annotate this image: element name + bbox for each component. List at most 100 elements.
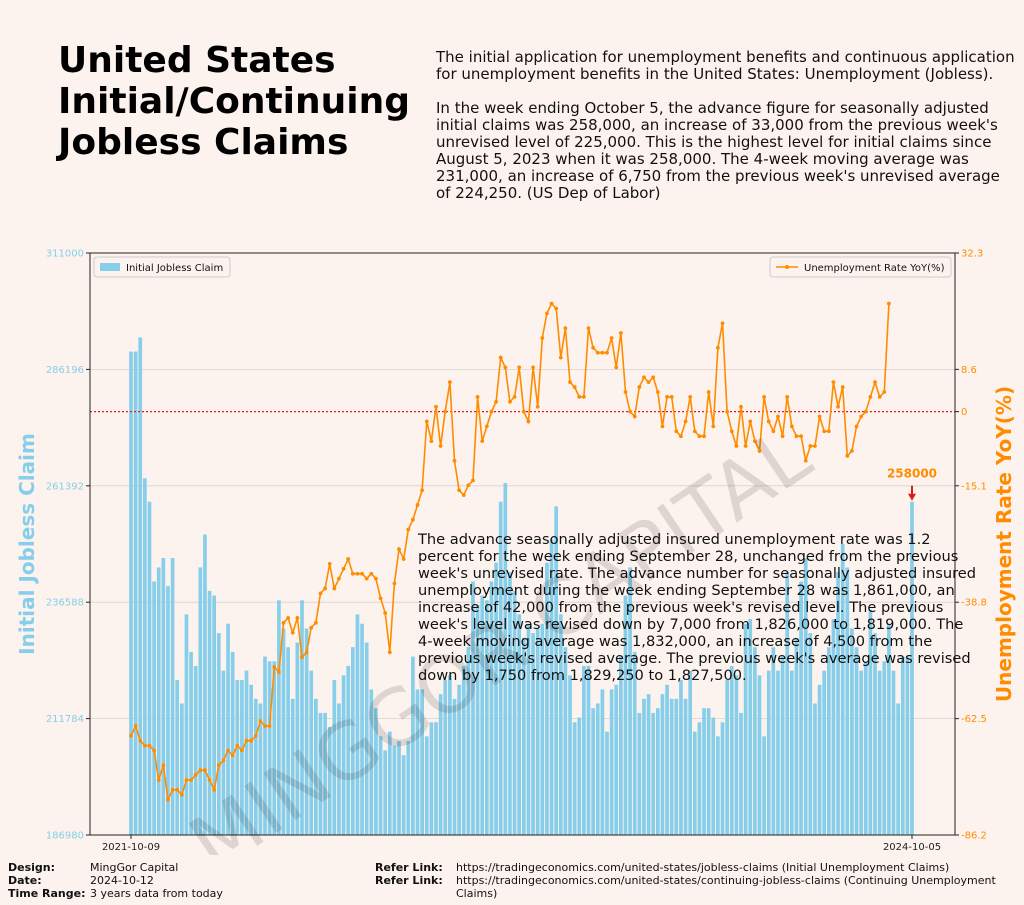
line-point bbox=[503, 365, 508, 370]
bar bbox=[374, 708, 378, 835]
line-point bbox=[438, 444, 443, 448]
bar bbox=[776, 670, 780, 835]
bar bbox=[526, 623, 531, 835]
bar bbox=[873, 633, 877, 835]
bars-layer bbox=[129, 337, 914, 835]
line-point bbox=[193, 773, 198, 777]
left-tick-label: 211784 bbox=[46, 714, 84, 725]
description-detail: In the week ending October 5, the advanc… bbox=[436, 99, 1000, 202]
refer-link-2[interactable]: https://tradingeconomics.com/united-stat… bbox=[456, 874, 996, 900]
line-point bbox=[743, 444, 748, 448]
bar bbox=[692, 731, 697, 835]
design-value: MingGor Capital bbox=[90, 861, 179, 874]
left-tick-label: 261392 bbox=[46, 481, 84, 492]
bar bbox=[896, 703, 900, 835]
line-point bbox=[517, 365, 522, 370]
bar bbox=[716, 736, 720, 835]
description-intro: The initial application for unemployment… bbox=[436, 48, 1015, 83]
line-point bbox=[258, 719, 263, 723]
refer-link-1[interactable]: https://tradingeconomics.com/united-stat… bbox=[456, 861, 950, 874]
line-point bbox=[323, 586, 327, 591]
line-point bbox=[383, 611, 388, 615]
line-point bbox=[572, 385, 577, 389]
bar bbox=[817, 684, 822, 835]
bar bbox=[660, 694, 665, 835]
bar bbox=[780, 656, 785, 835]
line-point bbox=[281, 620, 286, 625]
line-point bbox=[170, 787, 175, 792]
line-point bbox=[175, 787, 180, 792]
line-point bbox=[752, 439, 757, 444]
refer-link-label-2: Refer Link: bbox=[375, 874, 443, 887]
bar bbox=[905, 656, 910, 835]
line-point bbox=[406, 527, 411, 532]
bar bbox=[323, 712, 327, 835]
line-point bbox=[854, 424, 859, 429]
bar bbox=[655, 708, 660, 835]
line-point bbox=[295, 616, 300, 620]
line-point bbox=[230, 753, 235, 758]
bar bbox=[138, 337, 143, 835]
line-point bbox=[498, 355, 503, 360]
line-point bbox=[554, 306, 559, 311]
line-point bbox=[581, 395, 586, 399]
line-point bbox=[466, 483, 471, 488]
bar bbox=[498, 501, 503, 835]
line-point bbox=[480, 439, 485, 444]
bar bbox=[300, 600, 304, 835]
bar bbox=[535, 628, 540, 835]
x-tick-label: 2021-10-09 bbox=[102, 842, 160, 853]
bar bbox=[387, 731, 392, 835]
line-point bbox=[706, 390, 711, 394]
bar bbox=[840, 543, 845, 835]
line-point bbox=[762, 395, 767, 399]
line-point bbox=[327, 561, 332, 566]
line-point bbox=[665, 395, 669, 399]
line-point bbox=[794, 434, 799, 439]
line-point bbox=[776, 414, 780, 419]
bar bbox=[877, 670, 882, 835]
bar bbox=[900, 656, 905, 835]
bar-legend-box bbox=[93, 256, 231, 278]
line-point bbox=[272, 665, 277, 669]
time-range-label: Time Range: bbox=[8, 887, 86, 900]
line-point bbox=[609, 336, 614, 340]
bar bbox=[448, 675, 452, 835]
line-point bbox=[526, 419, 531, 424]
line-point bbox=[226, 748, 230, 753]
bar bbox=[850, 628, 854, 835]
line-point bbox=[568, 380, 572, 385]
bar bbox=[887, 623, 891, 835]
bar bbox=[193, 665, 198, 835]
bar bbox=[424, 736, 429, 835]
line-point bbox=[886, 301, 891, 306]
bar bbox=[277, 600, 281, 835]
line-point bbox=[179, 792, 184, 797]
line-point bbox=[813, 444, 817, 448]
right-tick-label: 0 bbox=[961, 407, 967, 418]
line-point bbox=[457, 488, 462, 493]
bar bbox=[637, 712, 642, 835]
bar bbox=[267, 661, 272, 835]
bar bbox=[286, 647, 290, 835]
right-axis-title: Unemployment Rate YoY(%) bbox=[992, 386, 1016, 702]
line-point bbox=[369, 571, 374, 576]
line-point bbox=[729, 429, 734, 434]
bar bbox=[184, 614, 189, 835]
bar bbox=[743, 623, 748, 835]
bar bbox=[272, 661, 277, 835]
line-point bbox=[868, 395, 873, 399]
line-point bbox=[826, 429, 831, 434]
bar bbox=[438, 694, 443, 835]
line-point bbox=[711, 424, 716, 429]
right-tick-label: 8.6 bbox=[961, 365, 977, 376]
line-point bbox=[563, 326, 568, 331]
line-point bbox=[147, 743, 152, 748]
line-point bbox=[845, 453, 850, 458]
bar bbox=[785, 572, 790, 835]
line-point bbox=[628, 409, 633, 414]
page-title: United States Initial/Continuing Jobless… bbox=[58, 40, 411, 163]
line-point bbox=[189, 778, 193, 782]
line-point bbox=[212, 787, 217, 792]
line-point bbox=[600, 350, 605, 355]
